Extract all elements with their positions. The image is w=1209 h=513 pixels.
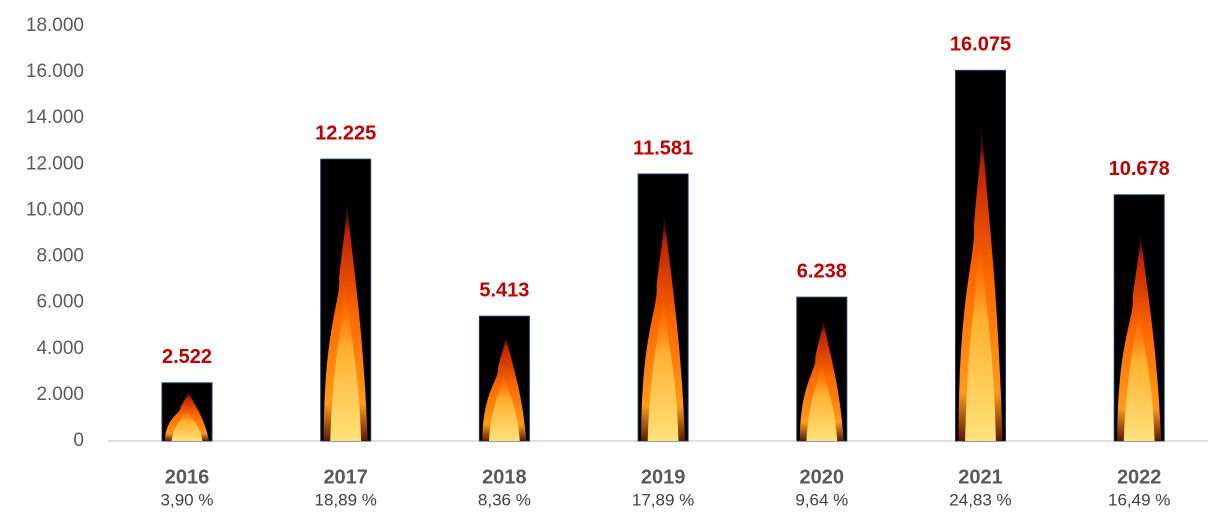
value-label: 11.581 bbox=[633, 137, 693, 159]
y-tick-label: 4.000 bbox=[36, 338, 84, 359]
value-label: 5.413 bbox=[479, 279, 529, 301]
share-label: 9,64 % bbox=[795, 490, 848, 509]
y-tick-label: 8.000 bbox=[36, 246, 84, 267]
x-tick-label: 2018 bbox=[482, 466, 527, 488]
share-label: 8,36 % bbox=[478, 490, 531, 509]
y-tick-label: 14.000 bbox=[26, 107, 84, 128]
y-tick-label: 18.000 bbox=[26, 15, 84, 36]
y-tick-label: 2.000 bbox=[36, 384, 84, 405]
share-label: 18,89 % bbox=[315, 490, 377, 509]
share-label: 16,49 % bbox=[1108, 490, 1170, 509]
y-tick-label: 0 bbox=[73, 430, 84, 451]
x-tick-label: 2020 bbox=[800, 466, 845, 488]
y-tick-label: 10.000 bbox=[26, 199, 84, 220]
share-label: 17,89 % bbox=[632, 490, 694, 509]
value-label: 16.075 bbox=[950, 34, 1011, 56]
value-label: 12.225 bbox=[315, 122, 376, 144]
x-tick-label: 2016 bbox=[165, 466, 210, 488]
share-label: 24,83 % bbox=[949, 490, 1011, 509]
value-label: 6.238 bbox=[797, 260, 847, 282]
value-label: 2.522 bbox=[162, 346, 212, 368]
y-tick-label: 6.000 bbox=[36, 292, 84, 313]
x-tick-label: 2017 bbox=[323, 466, 368, 488]
chart: 0 2.000 4.000 6.000 8.000 10.000 12.000 14.000 1… bbox=[0, 0, 1209, 513]
value-label: 10.678 bbox=[1109, 158, 1170, 180]
x-tick-label: 2021 bbox=[958, 466, 1003, 488]
x-tick-label: 2022 bbox=[1117, 466, 1162, 488]
y-tick-label: 16.000 bbox=[26, 61, 84, 82]
y-tick-label: 12.000 bbox=[26, 153, 84, 174]
x-tick-label: 2019 bbox=[641, 466, 686, 488]
share-label: 3,90 % bbox=[161, 490, 214, 509]
